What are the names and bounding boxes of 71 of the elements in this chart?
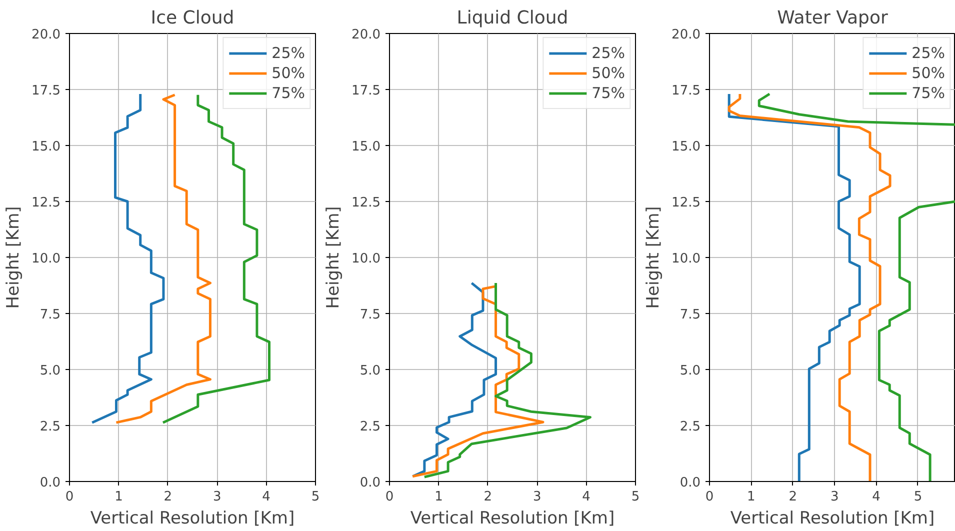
line-series [90,92,165,424]
line-series [411,284,544,478]
y-tick-label: 2.5 [40,420,61,434]
x-tick-label: 4 [582,490,590,504]
legend-label: 50% [912,64,945,82]
chart-title: Water Vapor [777,8,888,28]
y-tick-label: 2.5 [360,420,381,434]
line-series [114,94,212,424]
line-series [728,92,892,482]
y-tick-label: 20.0 [352,28,381,42]
x-tick-label: 1 [434,490,443,504]
y-axis-title: Height [Km] [324,206,344,309]
x-axis-title: Vertical Resolution [Km] [90,508,295,528]
x-axis-title: Vertical Resolution [Km] [730,508,935,528]
y-tick-label: 5.0 [360,364,381,378]
line-series [411,282,498,478]
y-tick-label: 20.0 [32,28,61,42]
legend-label: 75% [912,84,945,102]
y-tick-label: 10.0 [352,252,381,266]
y-tick-label: 15.0 [32,140,61,154]
line-series [162,94,270,424]
legend-label: 75% [592,84,625,102]
y-tick-label: 17.5 [672,84,701,98]
y-tick-label: 0.0 [40,476,61,490]
y-tick-label: 5.0 [680,364,701,378]
y-tick-label: 12.5 [32,196,61,210]
y-axis-title: Height [Km] [644,206,664,309]
y-tick-label: 12.5 [352,196,381,210]
y-tick-label: 7.5 [680,308,701,322]
y-tick-label: 7.5 [360,308,381,322]
y-tick-label: 17.5 [352,84,381,98]
x-tick-label: 1 [114,490,123,504]
y-tick-label: 7.5 [40,308,61,322]
y-tick-label: 17.5 [32,84,61,98]
x-axis-title: Vertical Resolution [Km] [410,508,615,528]
y-tick-label: 2.5 [680,420,701,434]
chart-title: Ice Cloud [150,8,234,28]
line-series [728,92,861,482]
y-tick-label: 15.0 [672,140,701,154]
x-tick-label: 5 [914,490,922,504]
y-axis-title: Height [Km] [4,206,24,309]
y-tick-label: 5.0 [40,364,61,378]
x-tick-label: 1 [747,490,756,504]
y-tick-label: 10.0 [672,252,701,266]
legend-label: 75% [272,84,305,102]
y-tick-label: 0.0 [360,476,381,490]
legend-label: 50% [272,64,305,82]
x-tick-label: 4 [872,490,880,504]
x-tick-label: 4 [262,490,270,504]
x-tick-label: 2 [164,490,172,504]
line-series [423,282,592,478]
y-tick-label: 12.5 [672,196,701,210]
legend-label: 50% [592,64,625,82]
y-tick-label: 20.0 [672,28,701,42]
legend-label: 25% [912,44,945,62]
x-tick-label: 0 [705,490,714,504]
x-tick-label: 2 [484,490,492,504]
x-tick-label: 3 [830,490,839,504]
x-tick-label: 0 [65,490,74,504]
legend-label: 25% [592,44,625,62]
x-tick-label: 5 [631,490,640,504]
chart-title: Liquid Cloud [456,8,568,28]
legend-label: 25% [272,44,305,62]
x-tick-label: 3 [212,490,222,504]
x-tick-label: 5 [311,490,320,504]
y-tick-label: 0.0 [680,476,701,490]
x-tick-label: 0 [385,490,394,504]
x-tick-label: 3 [532,490,542,504]
y-tick-label: 15.0 [352,140,381,154]
x-tick-label: 2 [788,490,798,504]
y-tick-label: 10.0 [32,252,61,266]
